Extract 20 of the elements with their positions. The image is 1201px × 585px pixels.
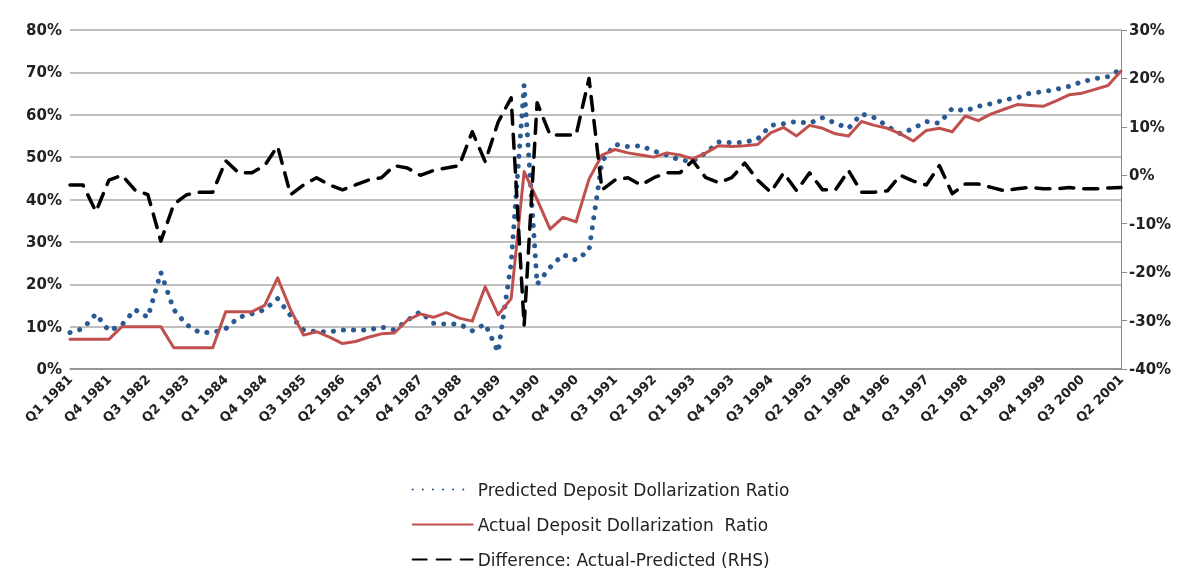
y-tick-label: 40% xyxy=(26,190,62,209)
y-tick-label: 10% xyxy=(26,317,62,336)
y2-tick-label: -30% xyxy=(1129,311,1172,330)
y2-tick-label: -10% xyxy=(1129,214,1172,233)
y2-tick-label: 0% xyxy=(1129,166,1155,185)
y2-tick-label: -20% xyxy=(1129,263,1172,282)
legend-label: Difference: Actual-Predicted (RHS) xyxy=(477,549,770,570)
legend-label: Actual Deposit Dollarization Ratio xyxy=(477,514,769,535)
y2-tick-label: -40% xyxy=(1129,360,1172,378)
legend-label: Predicted Deposit Dollarization Ratio xyxy=(477,479,790,500)
y-tick-label: 80% xyxy=(26,21,62,39)
y2-tick-label: 30% xyxy=(1129,21,1165,39)
y2-tick-label: 10% xyxy=(1129,117,1165,136)
y-tick-label: 60% xyxy=(26,105,62,124)
y2-tick-label: 20% xyxy=(1129,69,1165,88)
y-tick-label: 20% xyxy=(26,275,62,294)
y-tick-label: 30% xyxy=(26,232,62,251)
y-tick-label: 0% xyxy=(36,360,62,378)
y-tick-label: 50% xyxy=(26,148,62,167)
y-tick-label: 70% xyxy=(26,63,62,82)
